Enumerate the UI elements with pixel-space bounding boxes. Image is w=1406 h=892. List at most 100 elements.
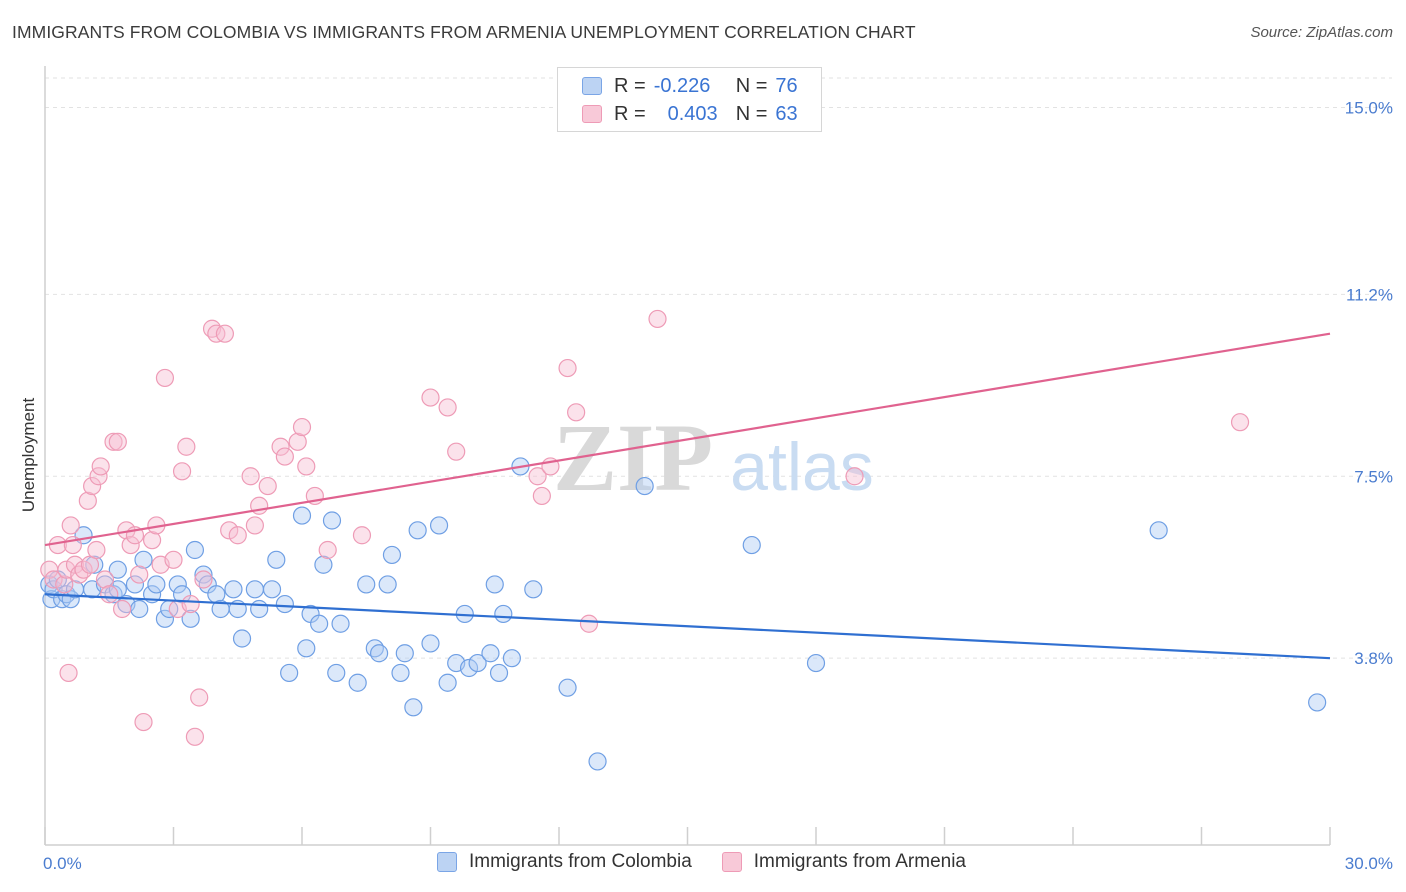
series-swatch-colombia xyxy=(437,852,457,872)
legend-n-value: 63 xyxy=(775,102,798,125)
armenia-point xyxy=(318,540,337,560)
watermark: ZIP atlas xyxy=(553,404,874,511)
colombia-point xyxy=(459,658,479,678)
series-label-colombia: Immigrants from Colombia xyxy=(469,851,692,872)
colombia-point xyxy=(481,644,500,663)
colombia-point xyxy=(395,644,414,663)
legend-r-label: R = xyxy=(614,102,646,125)
legend-row-armenia: R = 0.403 N = 63 xyxy=(582,101,798,127)
armenia-point xyxy=(142,531,162,550)
colombia-point xyxy=(524,580,543,599)
armenia-point xyxy=(108,432,127,451)
armenia-point xyxy=(59,663,78,683)
armenia-point xyxy=(190,688,209,707)
series-legend: Immigrants from Colombia Immigrants from… xyxy=(437,851,996,873)
armenia-point xyxy=(164,550,183,569)
colombia-point xyxy=(502,649,521,668)
armenia-point xyxy=(421,388,440,407)
legend-n-value: 76 xyxy=(775,74,798,97)
y-tick-label: 15.0% xyxy=(1345,99,1393,118)
armenia-point xyxy=(579,614,599,633)
trend-lines xyxy=(44,332,1331,660)
legend-n-label: N = xyxy=(735,74,768,97)
colombia-point xyxy=(297,639,316,658)
colombia-point xyxy=(108,560,127,579)
chart-title: IMMIGRANTS FROM COLOMBIA VS IMMIGRANTS F… xyxy=(12,22,916,42)
series-legend-colombia[interactable]: Immigrants from Colombia xyxy=(437,851,692,873)
armenia-point xyxy=(648,309,667,329)
armenia-point xyxy=(271,437,290,456)
armenia-point xyxy=(447,442,466,461)
colombia-point xyxy=(558,678,577,697)
colombia-point xyxy=(806,653,826,673)
armenia-point xyxy=(194,570,213,589)
colombia-point xyxy=(194,565,213,584)
armenia-point xyxy=(172,462,192,481)
colombia-point xyxy=(378,575,397,594)
colombia-point xyxy=(322,511,342,530)
colombia-point xyxy=(224,580,243,599)
armenia-point xyxy=(1230,413,1250,432)
colombia-point xyxy=(168,575,187,594)
colombia-point xyxy=(250,599,269,619)
colombia-point xyxy=(134,550,153,569)
colombia-point xyxy=(1308,693,1327,712)
armenia-point xyxy=(87,540,106,560)
colombia-point xyxy=(494,604,513,624)
colombia-point xyxy=(348,673,367,692)
colombia-point xyxy=(181,609,200,628)
colombia-point xyxy=(147,575,166,594)
colombia-point xyxy=(489,663,509,683)
armenia-point xyxy=(438,398,457,417)
colombia-point xyxy=(125,575,145,594)
grid xyxy=(45,77,1392,659)
tick-labels: 3.8% 7.5% 11.2% 15.0% 0.0% 30.0% xyxy=(43,99,1393,874)
armenia-point xyxy=(567,403,586,422)
series-label-armenia: Immigrants from Armenia xyxy=(753,851,967,872)
colombia-point xyxy=(438,673,457,692)
armenia-point xyxy=(65,555,85,574)
armenia-point xyxy=(95,570,115,589)
armenia-point xyxy=(275,447,294,466)
colombia-point xyxy=(262,580,282,599)
colombia-point xyxy=(331,614,350,633)
colombia-point xyxy=(310,614,329,633)
y-axis-label: Unemployment xyxy=(19,398,38,513)
armenia-point xyxy=(134,712,153,732)
armenia-point xyxy=(528,467,547,486)
armenia-point xyxy=(558,358,577,378)
armenia-point xyxy=(100,585,119,604)
armenia-point xyxy=(91,457,110,476)
colombia-point xyxy=(275,594,294,614)
colombia-point xyxy=(185,540,205,560)
armenia-point xyxy=(228,526,247,545)
armenia-point xyxy=(112,599,132,619)
legend-row-colombia: R = -0.226 N = 76 xyxy=(582,73,798,99)
armenia-point xyxy=(532,486,551,506)
colombia-point xyxy=(232,629,252,648)
armenia-point xyxy=(83,476,102,496)
armenia-point xyxy=(177,437,196,456)
colombia-point xyxy=(292,506,312,525)
armenia-point xyxy=(292,417,312,437)
colombia-point xyxy=(404,698,423,717)
armenia-point xyxy=(181,594,200,614)
colombia-point xyxy=(327,663,346,683)
x-tick-label: 30.0% xyxy=(1345,854,1393,873)
x-tick-label: 0.0% xyxy=(43,854,82,873)
armenia-point xyxy=(258,476,277,496)
source-label: Source: ZipAtlas.com xyxy=(1250,24,1393,41)
colombia-point xyxy=(588,752,607,771)
armenia-point xyxy=(241,467,260,486)
legend-r-value: 0.403 xyxy=(667,102,718,125)
colombia-trend-line xyxy=(44,593,1331,660)
colombia-point xyxy=(408,521,427,540)
colombia-point xyxy=(1149,521,1168,540)
armenia-point xyxy=(78,491,97,510)
armenia-point xyxy=(352,526,372,545)
armenia-point xyxy=(155,368,175,388)
series-legend-armenia[interactable]: Immigrants from Armenia xyxy=(721,851,967,873)
correlation-legend: R = -0.226 N = 76 R = 0.403 N = 63 xyxy=(557,67,822,132)
colombia-point xyxy=(357,575,376,594)
